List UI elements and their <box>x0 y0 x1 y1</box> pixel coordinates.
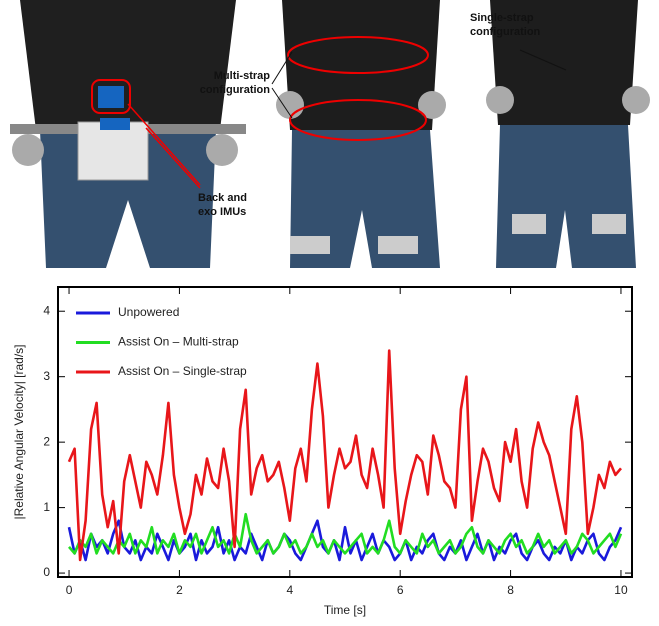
annotation: configuration <box>200 84 271 96</box>
y-axis-label: |Relative Angular Velocity| [rad/s] <box>12 345 26 520</box>
y-tick-label: 4 <box>43 303 50 317</box>
x-tick-label: 4 <box>286 583 293 597</box>
y-tick-label: 0 <box>43 565 50 579</box>
x-axis-label: Time [s] <box>324 603 366 617</box>
legend-label: Assist On – Single-strap <box>118 364 247 378</box>
annotation: Back and <box>198 192 247 204</box>
annotation: exo IMUs <box>198 206 246 218</box>
y-tick-label: 1 <box>43 500 50 514</box>
x-tick-label: 0 <box>66 583 73 597</box>
photo-back-imus <box>0 0 256 268</box>
annotation: Single-strap <box>470 12 534 24</box>
photo-multi-strap <box>262 0 462 268</box>
legend-label: Unpowered <box>118 305 179 319</box>
annotation: configuration <box>470 26 541 38</box>
figure: Multi-strap configuration Single-strap conf… <box>0 0 659 626</box>
y-tick-label: 3 <box>43 369 50 383</box>
x-tick-label: 2 <box>176 583 183 597</box>
x-tick-label: 6 <box>397 583 404 597</box>
x-tick-label: 8 <box>507 583 514 597</box>
annotation: Multi-strap <box>214 70 271 82</box>
y-tick-label: 2 <box>43 434 50 448</box>
photo-single-strap <box>470 0 659 268</box>
x-tick-label: 10 <box>614 583 628 597</box>
legend-label: Assist On – Multi-strap <box>118 335 239 349</box>
